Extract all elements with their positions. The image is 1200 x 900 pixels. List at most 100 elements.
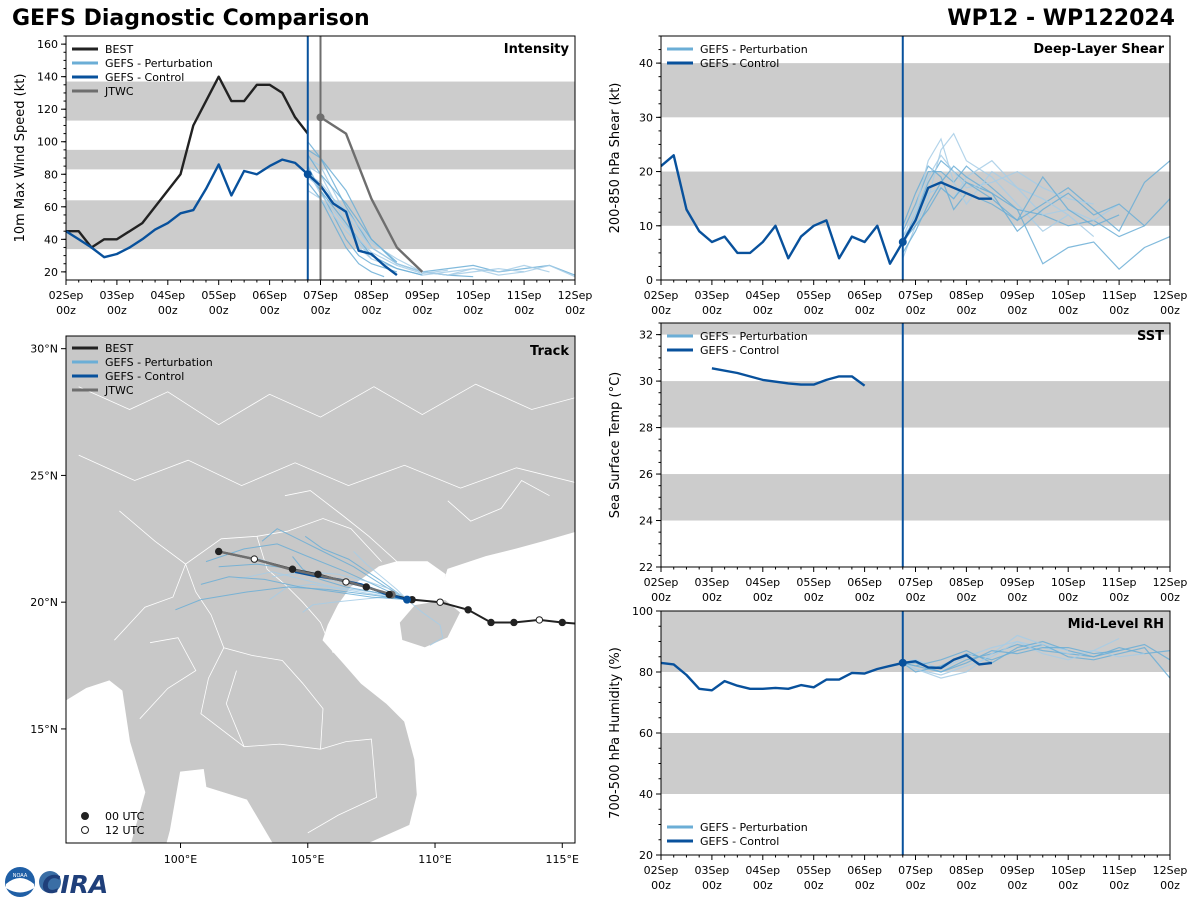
intensity-x-tick-sublabel: 00z	[56, 304, 76, 317]
shear-control-init-marker	[898, 238, 907, 247]
rh-x-tick-label: 10Sep	[1051, 864, 1086, 877]
track-best-12utc-marker	[250, 555, 259, 563]
sst-x-tick-label: 06Sep	[847, 576, 882, 589]
rh-perturbation-line	[902, 643, 1170, 673]
track-perturbation-line	[304, 535, 408, 601]
rh-legend-label: GEFS - Perturbation	[700, 821, 808, 834]
intensity-y-tick-label: 20	[44, 266, 58, 279]
track-time-legend-label: 00 UTC	[105, 810, 145, 823]
intensity-y-tick-label: 100	[37, 136, 58, 149]
track-control-init-marker	[403, 595, 412, 604]
track-best-00utc-marker	[558, 618, 566, 627]
rh-y-axis-label: 700-500 hPa Humidity (%)	[608, 647, 623, 819]
rh-x-tick-sublabel: 00z	[855, 879, 875, 892]
sst-x-tick-sublabel: 00z	[1160, 591, 1180, 604]
sst-x-tick-label: 04Sep	[745, 576, 780, 589]
sst-y-axis-label: Sea Surface Temp (°C)	[608, 372, 623, 519]
admin-boundary-line	[114, 563, 186, 641]
track-perturbation-line	[406, 599, 444, 646]
sst-y-tick-label: 26	[639, 468, 653, 481]
shear-y-tick-label: 10	[639, 220, 653, 233]
logo-group: NOAA CIRA	[5, 867, 108, 899]
shear-x-tick-label: 11Sep	[1102, 289, 1137, 302]
shear-y-axis-label: 200-850 hPa Shear (kt)	[608, 83, 623, 234]
sst-x-tick-sublabel: 00z	[1007, 591, 1027, 604]
intensity-x-tick-label: 12Sep	[558, 289, 593, 302]
admin-boundary-line	[78, 383, 575, 426]
track-best-00utc-marker	[487, 618, 495, 627]
shear-x-tick-sublabel: 00z	[1007, 304, 1027, 317]
intensity-legend-label: GEFS - Control	[105, 71, 184, 84]
shear-perturbation-line	[902, 154, 1094, 248]
shear-x-tick-label: 03Sep	[695, 289, 730, 302]
rh-panel: 02Sep 00z 03Sep 00z 04Sep 00z 05Sep 00z 06Sep 00z…	[608, 605, 1187, 892]
sst-x-tick-sublabel: 00z	[1058, 591, 1078, 604]
shear-x-tick-label: 02Sep	[644, 289, 679, 302]
intensity-y-tick-label: 140	[37, 71, 58, 84]
shear-x-tick-sublabel: 00z	[804, 304, 824, 317]
sst-x-tick-label: 03Sep	[695, 576, 730, 589]
track-legend-label: GEFS - Control	[105, 370, 184, 383]
sst-x-tick-label: 05Sep	[796, 576, 831, 589]
rh-x-tick-sublabel: 00z	[804, 879, 824, 892]
rh-x-tick-sublabel: 00z	[1007, 879, 1027, 892]
rh-panel-title: Mid-Level RH	[1068, 617, 1164, 632]
sst-x-tick-sublabel: 00z	[1109, 591, 1129, 604]
track-panel-title: Track	[530, 344, 569, 359]
sst-x-tick-label: 12Sep	[1153, 576, 1188, 589]
sst-x-tick-label: 02Sep	[644, 576, 679, 589]
intensity-panel: 02Sep 00z 03Sep 00z 04Sep 00z 05Sep 00z 06Sep 00z…	[13, 35, 593, 317]
rh-x-tick-sublabel: 00z	[1058, 879, 1078, 892]
shear-shade-band	[661, 63, 1170, 118]
intensity-x-tick-sublabel: 00z	[158, 304, 178, 317]
track-x-tick-label: 105°E	[291, 853, 324, 866]
intensity-x-tick-sublabel: 00z	[260, 304, 280, 317]
shear-plot-area	[661, 63, 1170, 271]
track-best-00utc-marker	[314, 570, 322, 578]
admin-boundary-line	[447, 479, 550, 522]
sst-shade-band	[661, 474, 1170, 521]
shear-x-tick-label: 12Sep	[1153, 289, 1188, 302]
track-best-00utc-marker	[464, 606, 472, 614]
shear-perturbation-line	[902, 159, 1170, 243]
intensity-y-tick-label: 120	[37, 103, 58, 116]
intensity-legend-label: BEST	[105, 43, 133, 56]
track-perturbation-line	[261, 528, 408, 601]
shear-x-tick-sublabel: 00z	[651, 304, 671, 317]
intensity-x-tick-sublabel: 00z	[209, 304, 229, 317]
rh-perturbation-line	[902, 634, 1069, 679]
intensity-series-jtwc	[319, 116, 424, 273]
rh-perturbation-line	[902, 637, 1120, 676]
track-perturbation-line	[292, 556, 408, 601]
rh-x-tick-label: 11Sep	[1102, 864, 1137, 877]
sst-shade-band	[661, 323, 1170, 335]
rh-control-init-marker	[898, 658, 907, 667]
sst-x-tick-sublabel: 00z	[753, 591, 773, 604]
intensity-x-tick-sublabel: 00z	[463, 304, 483, 317]
sst-y-tick-label: 22	[639, 561, 653, 574]
sst-x-tick-label: 11Sep	[1102, 576, 1137, 589]
intensity-x-tick-label: 11Sep	[507, 289, 542, 302]
rh-x-tick-label: 02Sep	[644, 864, 679, 877]
sst-y-tick-label: 24	[639, 515, 653, 528]
intensity-legend-label: JTWC	[104, 85, 134, 98]
track-perturbation-line	[269, 583, 408, 601]
shear-x-tick-sublabel: 00z	[957, 304, 977, 317]
intensity-x-tick-label: 09Sep	[405, 289, 440, 302]
intensity-jtwc-init-marker	[316, 113, 325, 122]
rh-y-tick-label: 20	[639, 849, 653, 862]
shear-x-tick-label: 07Sep	[898, 289, 933, 302]
sst-x-tick-label: 08Sep	[949, 576, 984, 589]
track-perturbation-line	[353, 551, 408, 600]
sst-y-tick-label: 30	[639, 375, 653, 388]
shear-x-tick-sublabel: 00z	[1109, 304, 1129, 317]
intensity-x-tick-label: 05Sep	[201, 289, 236, 302]
cira-logo-text: CIRA	[42, 870, 108, 899]
shear-perturbation-line	[902, 165, 1145, 254]
rh-x-tick-sublabel: 00z	[957, 879, 977, 892]
track-perturbation-line	[175, 586, 408, 611]
legend-00utc-marker	[81, 812, 89, 820]
track-legend-label: BEST	[105, 342, 133, 355]
intensity-control-init-marker	[303, 170, 312, 179]
